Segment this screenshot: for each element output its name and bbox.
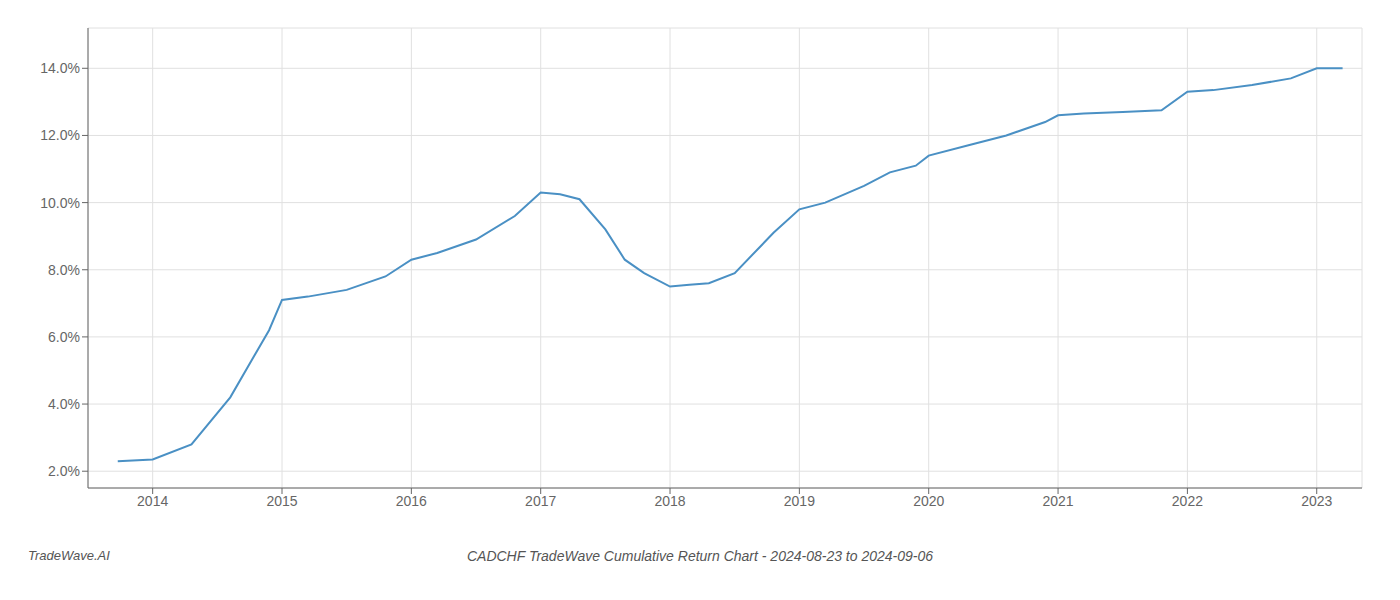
- html-text:CADCHF TradeWave Cumulative Re: CADCHF TradeWave Cumulative Return Chart…: [466, 548, 933, 564]
- svg-text:12.0%: 12.0%: [40, 127, 80, 143]
- svg-text:6.0%: 6.0%: [48, 329, 80, 345]
- svg-text:2.0%: 2.0%: [48, 463, 80, 479]
- svg-text:2019: 2019: [784, 493, 815, 509]
- svg-text:2016: 2016: [396, 493, 427, 509]
- svg-text:2014: 2014: [137, 493, 168, 509]
- svg-text:2021: 2021: [1042, 493, 1073, 509]
- svg-text:2017: 2017: [525, 493, 556, 509]
- svg-text:10.0%: 10.0%: [40, 195, 80, 211]
- html-text:TradeWave.AI: TradeWave.AI: [28, 548, 110, 563]
- svg-text:2018: 2018: [654, 493, 685, 509]
- svg-text:2015: 2015: [266, 493, 297, 509]
- svg-text:2020: 2020: [913, 493, 944, 509]
- svg-text:8.0%: 8.0%: [48, 262, 80, 278]
- svg-text:14.0%: 14.0%: [40, 60, 80, 76]
- svg-text:2022: 2022: [1172, 493, 1203, 509]
- svg-text:2023: 2023: [1301, 493, 1332, 509]
- svg-text:4.0%: 4.0%: [48, 396, 80, 412]
